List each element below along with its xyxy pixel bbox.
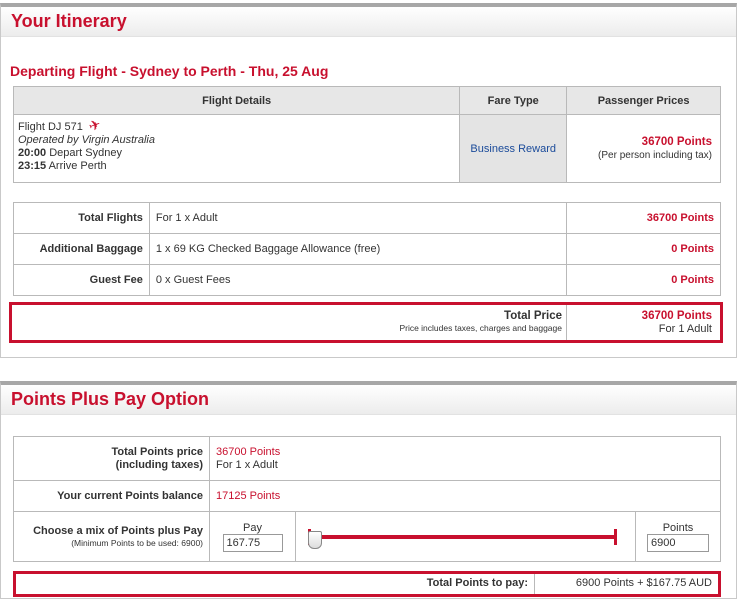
balance-label: Your current Points balance bbox=[13, 480, 210, 512]
flight-info-cell: Flight DJ 571 ✈ Operated by Virgin Austra… bbox=[12, 114, 461, 183]
flight-details-table: Flight Details Fare Type Passenger Price… bbox=[12, 86, 721, 183]
pay-input[interactable] bbox=[222, 533, 283, 552]
arrive-text: Arrive Perth bbox=[48, 160, 107, 172]
points-label: Points bbox=[662, 521, 694, 534]
points-input[interactable] bbox=[647, 533, 709, 552]
points-cell: Points bbox=[635, 511, 721, 562]
summary-label: Guest Fee bbox=[13, 264, 150, 296]
fare-type-link[interactable]: Business Reward bbox=[470, 142, 557, 155]
mix-label-cell: Choose a mix of Points plus Pay (Minimum… bbox=[13, 511, 210, 562]
total-to-pay-value: 6900 Points + $167.75 AUD bbox=[575, 577, 712, 589]
summary-label: Additional Baggage bbox=[13, 233, 150, 265]
table-row: Choose a mix of Points plus Pay (Minimum… bbox=[13, 511, 721, 562]
summary-label: Total Flights bbox=[13, 202, 150, 234]
passenger-price: 36700 Points bbox=[641, 135, 712, 148]
depart-text: Depart Sydney bbox=[49, 147, 122, 159]
points-plus-pay-table: Total Points price (including taxes) 367… bbox=[13, 436, 721, 562]
table-row: Guest Fee 0 x Guest Fees 0 Points bbox=[13, 264, 721, 296]
total-points-value: 36700 Points bbox=[216, 445, 281, 458]
col-flight-details: Flight Details bbox=[12, 86, 461, 115]
fare-summary-table: Total Flights For 1 x Adult 36700 Points… bbox=[13, 202, 721, 296]
summary-detail: For 1 x Adult bbox=[148, 202, 568, 234]
total-points-value-cell: 36700 Points For 1 x Adult bbox=[209, 436, 721, 481]
points-slider-track[interactable] bbox=[310, 535, 616, 539]
pay-label: Pay bbox=[243, 521, 262, 534]
total-to-pay-label: Total Points to pay: bbox=[16, 574, 535, 594]
summary-value: 0 Points bbox=[566, 233, 721, 265]
table-row: Your current Points balance 17125 Points bbox=[13, 480, 721, 512]
total-points-label-cell: Total Points price (including taxes) bbox=[13, 436, 210, 481]
summary-detail: 0 x Guest Fees bbox=[148, 264, 568, 296]
table-row: Total Flights For 1 x Adult 36700 Points bbox=[13, 202, 721, 234]
passenger-price-cell: 36700 Points (Per person including tax) bbox=[566, 114, 721, 183]
depart-time: 20:00 bbox=[18, 147, 47, 159]
itinerary-panel-header bbox=[1, 7, 736, 37]
col-fare-type: Fare Type bbox=[459, 86, 568, 115]
points-plus-pay-title: Points Plus Pay Option bbox=[11, 389, 210, 409]
passenger-price-note: (Per person including tax) bbox=[598, 149, 712, 161]
col-passenger-prices: Passenger Prices bbox=[566, 86, 721, 115]
total-to-pay-box: Total Points to pay: 6900 Points + $167.… bbox=[13, 571, 721, 597]
points-plus-pay-header bbox=[1, 385, 736, 415]
balance-value: 17125 Points bbox=[209, 480, 721, 512]
table-row: Additional Baggage 1 x 69 KG Checked Bag… bbox=[13, 233, 721, 265]
total-price-note: Price includes taxes, charges and baggag… bbox=[399, 323, 562, 333]
summary-value: 0 Points bbox=[566, 264, 721, 296]
total-price-value: 36700 Points bbox=[641, 310, 712, 322]
slider-end-right bbox=[614, 529, 617, 545]
total-price-value-note: For 1 Adult bbox=[658, 323, 712, 335]
flight-number: Flight DJ 571 bbox=[18, 121, 83, 133]
mix-label: Choose a mix of Points plus Pay bbox=[33, 524, 203, 537]
arrive-time: 23:15 bbox=[18, 160, 47, 172]
total-points-label: Total Points price bbox=[111, 445, 203, 458]
summary-value: 36700 Points bbox=[566, 202, 721, 234]
points-plus-pay-panel: Points Plus Pay Option Total Points pric… bbox=[0, 381, 737, 599]
pay-cell: Pay bbox=[209, 511, 296, 562]
summary-detail: 1 x 69 KG Checked Baggage Allowance (fre… bbox=[148, 233, 568, 265]
fare-type-cell: Business Reward bbox=[459, 114, 568, 183]
total-price-box: Total Price Price includes taxes, charge… bbox=[9, 302, 723, 343]
airplane-icon: ✈ bbox=[86, 115, 103, 135]
itinerary-panel: Your Itinerary Departing Flight - Sydney… bbox=[0, 3, 737, 358]
slider-cell bbox=[295, 511, 636, 562]
mix-note: (Minimum Points to be used: 6900) bbox=[71, 537, 203, 548]
departing-flight-heading: Departing Flight - Sydney to Perth - Thu… bbox=[10, 63, 329, 79]
operated-by: Operated by Virgin Australia bbox=[18, 134, 155, 146]
total-points-sublabel: (including taxes) bbox=[115, 458, 203, 471]
total-points-note: For 1 x Adult bbox=[216, 458, 278, 471]
itinerary-title: Your Itinerary bbox=[11, 11, 127, 31]
points-slider-handle[interactable] bbox=[308, 531, 322, 549]
total-price-label: Total Price bbox=[504, 310, 562, 322]
table-row: Total Points price (including taxes) 367… bbox=[13, 436, 721, 481]
